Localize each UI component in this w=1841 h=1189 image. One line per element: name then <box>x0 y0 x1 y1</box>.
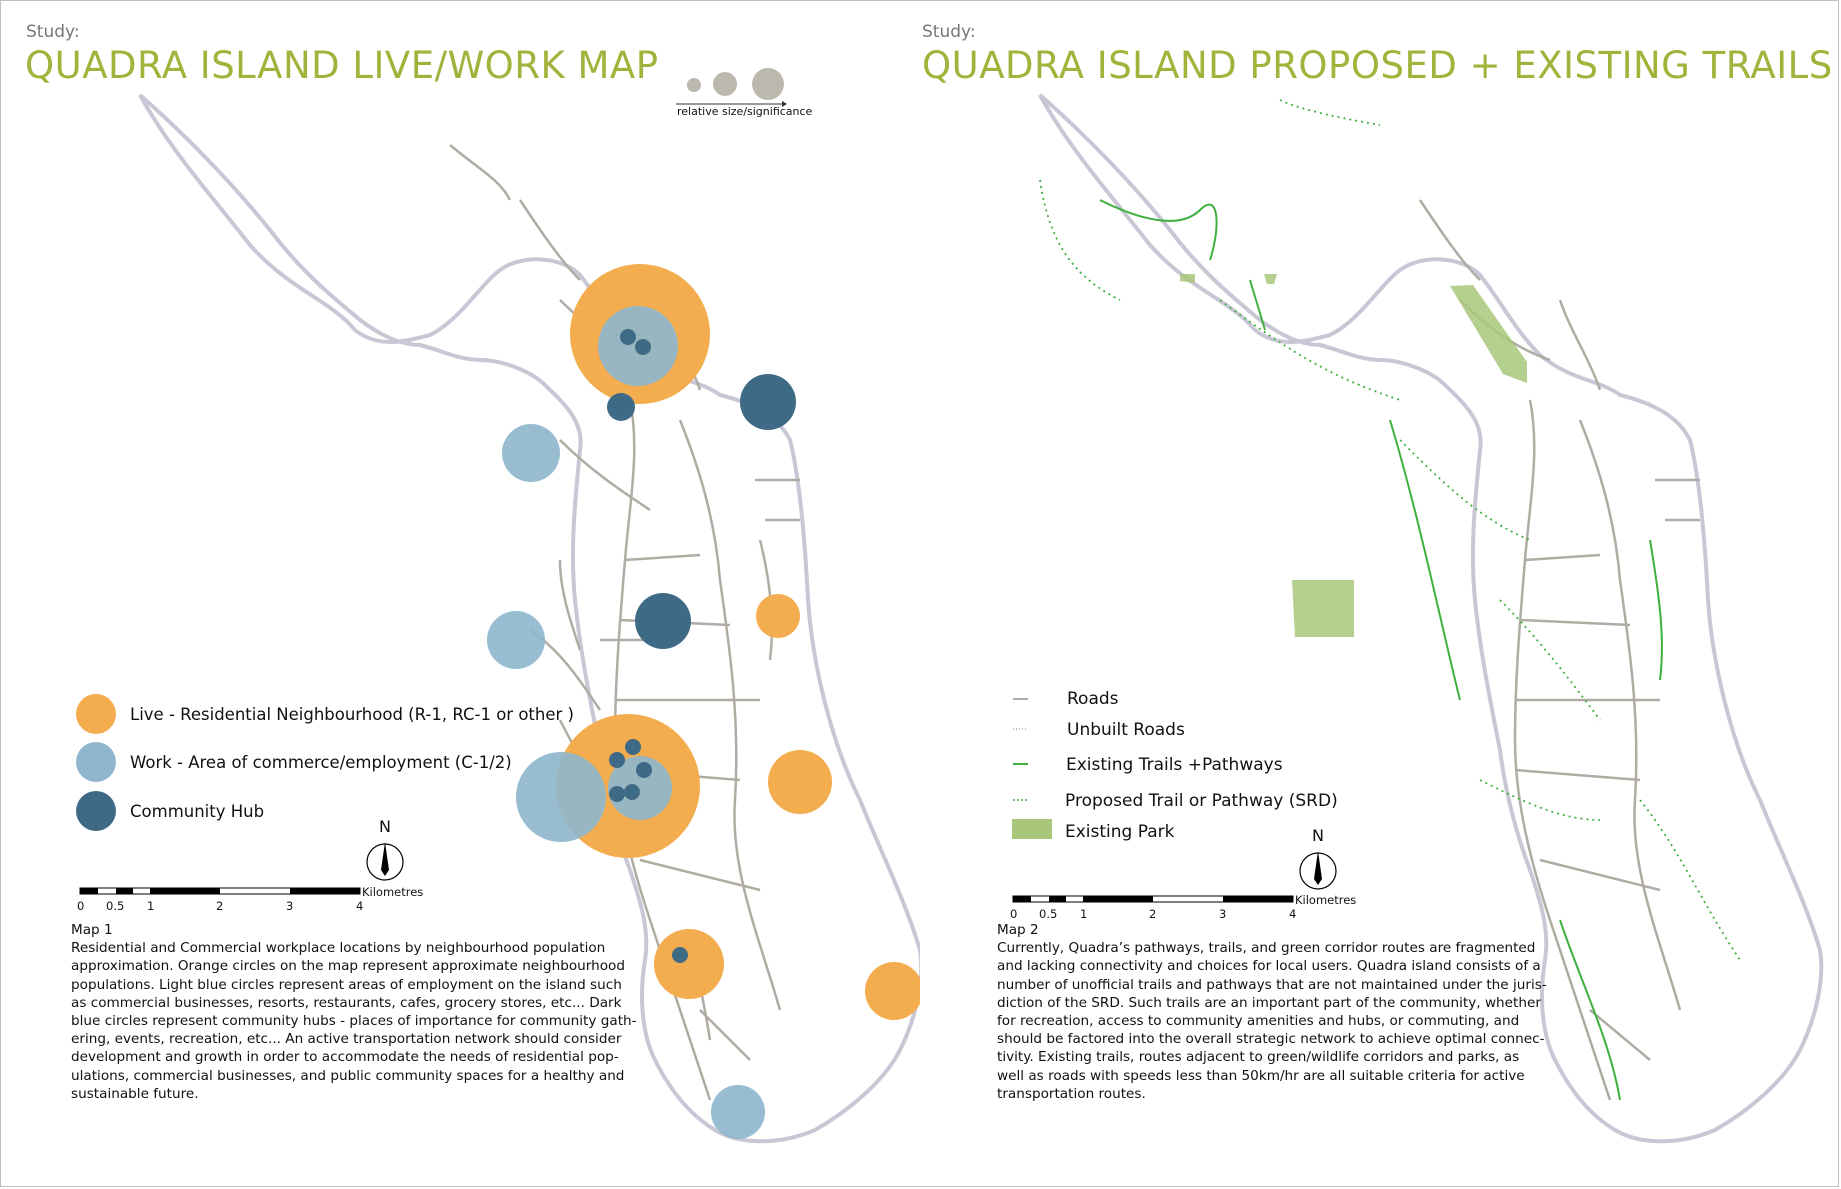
caption-line: ulations, commercial businesses, and pub… <box>71 1067 625 1084</box>
map-caption: Map 2 Currently, Quadra’s pathways, trai… <box>997 921 1567 1103</box>
caption-line: Residential and Commercial workplace loc… <box>71 940 606 957</box>
caption-line: development and growth in order to accom… <box>71 1049 619 1066</box>
caption-line: tivity. Existing trails, routes adjacent… <box>997 1049 1520 1066</box>
caption-line: as commercial businesses, resorts, resta… <box>71 994 622 1011</box>
existing-parks <box>1180 274 1527 637</box>
map-caption: Map 1 Residential and Commercial workpla… <box>71 921 641 1103</box>
hub-circle <box>636 762 652 778</box>
island-coastline <box>138 93 920 1144</box>
legend-label-live: Live - Residential Neighbourhood (R-1, R… <box>130 704 574 724</box>
scale-tick: 2 <box>216 899 224 913</box>
scale-unit: Kilometres <box>362 885 424 899</box>
scale-tick: 0 <box>1010 907 1018 921</box>
caption-line: ering, events, recreation, etc... An act… <box>71 1031 622 1048</box>
live-circle <box>768 750 832 814</box>
hub-circle <box>625 739 641 755</box>
scale-tick: 0 <box>77 899 85 913</box>
legend-label-proposed-trail: Proposed Trail or Pathway (SRD) <box>1065 791 1338 811</box>
legend-item-live: Live - Residential Neighbourhood (R-1, R… <box>74 694 574 734</box>
caption-line: for recreation, access to community amen… <box>997 1013 1520 1030</box>
legend-label-unbuilt-roads: Unbuilt Roads <box>1067 720 1185 740</box>
legend-label-existing-trails: Existing Trails +Pathways <box>1066 755 1283 775</box>
live-circle <box>756 594 800 638</box>
study-label: Study: <box>922 22 976 42</box>
caption-line: approximation. Orange circles on the map… <box>71 958 625 975</box>
size-legend <box>687 68 784 100</box>
north-label: N <box>1312 826 1324 845</box>
caption-title: Map 1 <box>71 922 113 938</box>
legend-label-existing-park: Existing Park <box>1065 822 1175 842</box>
scale-tick: 0.5 <box>1039 907 1058 921</box>
island-coastline <box>1038 93 1824 1144</box>
scale-tick: 1 <box>1080 907 1088 921</box>
hub-circle <box>740 374 796 430</box>
map-title: QUADRA ISLAND LIVE/WORK MAP <box>25 44 659 87</box>
hub-circle <box>609 786 625 802</box>
live-work-map <box>79 68 920 1144</box>
legend-label-hub: Community Hub <box>130 801 265 821</box>
caption-line: well as roads with speeds less than 50km… <box>997 1067 1525 1084</box>
hub-circle <box>607 393 635 421</box>
caption-line: should be factored into the overall stra… <box>997 1031 1545 1048</box>
work-circles <box>487 306 765 1139</box>
work-circle <box>502 424 560 482</box>
study-label: Study: <box>26 22 80 42</box>
scale-tick: 3 <box>286 899 294 913</box>
caption-line: diction of the SRD. Such trails are an i… <box>997 994 1541 1011</box>
scale-tick: 3 <box>1219 907 1227 921</box>
work-circle <box>608 756 672 820</box>
work-circle <box>711 1085 765 1139</box>
caption-line: populations. Light blue circles represen… <box>71 976 622 993</box>
trails-map-panel: Study: QUADRA ISLAND PROPOSED + EXISTING… <box>920 0 1840 1189</box>
hub-circle <box>635 339 651 355</box>
scale-tick: 4 <box>1289 907 1297 921</box>
hub-circle <box>672 947 688 963</box>
scale-bar <box>79 887 361 895</box>
scale-tick: 0.5 <box>106 899 125 913</box>
caption-line: number of unofficial trails and pathways… <box>997 976 1547 993</box>
live-circles <box>556 264 920 1020</box>
legend-label-work: Work - Area of commerce/employment (C-1/… <box>130 752 512 772</box>
caption-line: Currently, Quadra’s pathways, trails, an… <box>997 940 1536 957</box>
legend-swatch-hub <box>76 791 116 831</box>
legend-swatches <box>1012 698 1052 839</box>
hub-circle <box>624 784 640 800</box>
legend-swatch-work <box>76 742 116 782</box>
legend-item-work: Work - Area of commerce/employment (C-1/… <box>74 742 512 782</box>
caption-line: sustainable future. <box>71 1085 199 1102</box>
live-circle <box>654 929 724 999</box>
legend-item-hub: Community Hub <box>74 791 264 831</box>
hub-circles <box>607 329 796 963</box>
scale-unit: Kilometres <box>1295 893 1357 907</box>
work-circle <box>487 611 545 669</box>
map-title: QUADRA ISLAND PROPOSED + EXISTING TRAILS <box>922 44 1833 87</box>
scale-bar <box>1012 895 1294 903</box>
caption-line: and lacking connectivity and choices for… <box>997 958 1541 975</box>
caption-title: Map 2 <box>997 922 1039 938</box>
existing-trails <box>1099 199 1663 1101</box>
caption-line: transportation routes. <box>997 1085 1146 1102</box>
hub-circle <box>620 329 636 345</box>
hub-circle <box>609 752 625 768</box>
live-work-map-panel: Study: QUADRA ISLAND LIVE/WORK MAP <box>0 0 920 1189</box>
trails-map <box>1012 93 1824 1144</box>
legend-label-roads: Roads <box>1067 689 1119 709</box>
north-label: N <box>379 817 391 836</box>
size-legend-label: relative size/significance <box>677 105 813 118</box>
work-circle <box>516 752 606 842</box>
live-circle <box>865 962 920 1020</box>
legend-swatch-live <box>76 694 116 734</box>
hub-circle <box>635 593 691 649</box>
north-arrow <box>1299 851 1337 890</box>
scale-tick: 4 <box>356 899 364 913</box>
north-arrow <box>366 842 404 881</box>
scale-tick: 1 <box>147 899 155 913</box>
proposed-trails <box>1039 99 1741 961</box>
caption-line: blue circles represent community hubs - … <box>71 1013 637 1030</box>
scale-tick: 2 <box>1149 907 1157 921</box>
